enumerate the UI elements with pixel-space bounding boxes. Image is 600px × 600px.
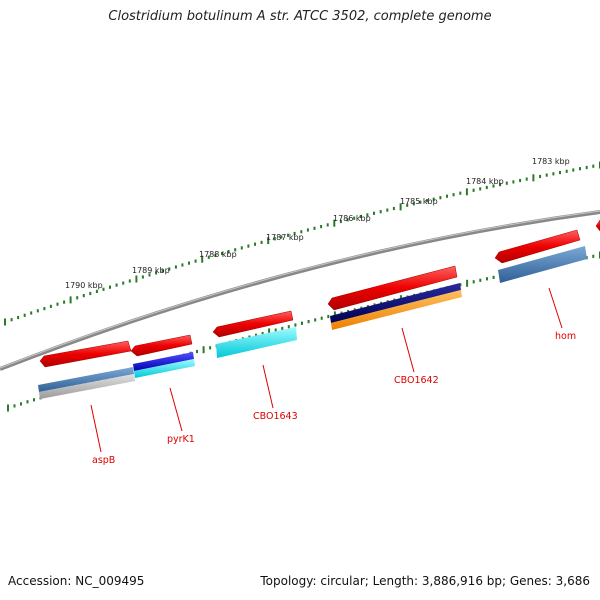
label-leader-hom bbox=[548, 287, 563, 329]
feature-bar-steelblue bbox=[498, 246, 587, 283]
label-leader-CBO1642 bbox=[401, 327, 415, 373]
scale-label: 1788 kbp bbox=[199, 250, 237, 259]
cds-arrow-aspB[interactable] bbox=[39, 340, 132, 368]
scale-label: 1785 kbp bbox=[400, 197, 438, 206]
label-leader-aspB bbox=[90, 404, 102, 453]
feature-bar-steelblue bbox=[38, 367, 134, 392]
gene-label-CBO1643[interactable]: CBO1643 bbox=[253, 411, 298, 422]
gene-label-hom[interactable]: hom bbox=[555, 331, 576, 342]
scale-label: 1786 kbp bbox=[333, 214, 371, 223]
gene-label-aspB[interactable]: aspB bbox=[92, 455, 115, 466]
scale-label: 1789 kbp bbox=[132, 266, 170, 275]
genome-backbone-highlight bbox=[0, 210, 600, 369]
accession-info: Accession: NC_009495 bbox=[8, 574, 144, 588]
accession-label: Accession: bbox=[8, 574, 72, 588]
feature-bar-blue bbox=[133, 352, 194, 371]
genome-backbone bbox=[0, 210, 600, 371]
label-leader-CBO1643 bbox=[262, 364, 274, 409]
scale-label: 1783 kbp bbox=[532, 157, 570, 166]
feature-bar-navy bbox=[330, 283, 461, 323]
cds-arrow-CBO1643[interactable] bbox=[212, 310, 294, 338]
scale-label: 1790 kbp bbox=[65, 281, 103, 290]
cds-arrow-CBO1642[interactable] bbox=[327, 265, 458, 311]
gene-label-pyrK1[interactable]: pyrK1 bbox=[167, 434, 195, 445]
genome-summary: Topology: circular; Length: 3,886,916 bp… bbox=[260, 574, 590, 588]
scale-ticks-upper bbox=[4, 161, 600, 326]
scale-label: 1787 kbp bbox=[266, 233, 304, 242]
gene-label-CBO1642[interactable]: CBO1642 bbox=[394, 375, 439, 386]
feature-bar-orange bbox=[331, 290, 462, 330]
feature-bar-gray bbox=[39, 374, 135, 399]
scale-label: 1784 kbp bbox=[466, 177, 504, 186]
map-title: Clostridium botulinum A str. ATCC 3502, … bbox=[108, 9, 492, 24]
feature-bar-cyan bbox=[216, 327, 297, 358]
cds-arrow-hom[interactable] bbox=[494, 229, 581, 264]
cds-arrow-pyrK1[interactable] bbox=[130, 334, 193, 357]
feature-bar-cyan bbox=[134, 359, 195, 378]
label-leader-pyrK1 bbox=[169, 387, 183, 432]
cds-arrow-partial[interactable] bbox=[595, 219, 600, 232]
accession-value: NC_009495 bbox=[75, 574, 145, 588]
